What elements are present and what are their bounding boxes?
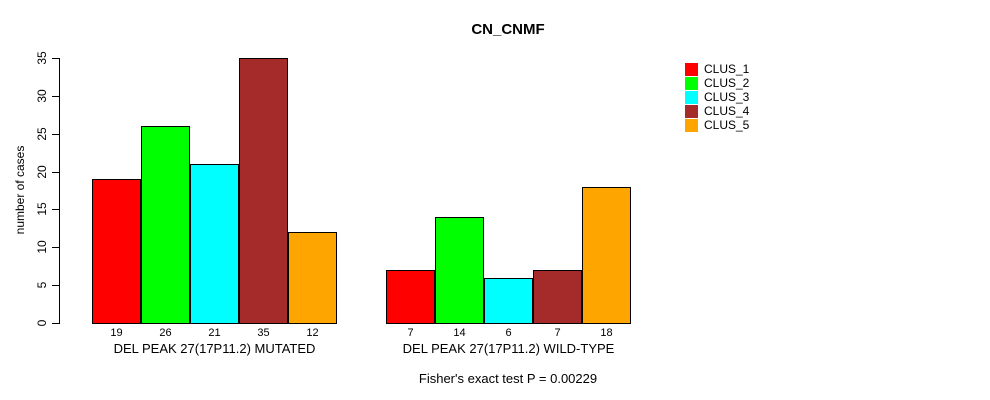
legend-label: CLUS_4 xyxy=(704,104,750,118)
legend-label: CLUS_2 xyxy=(704,76,750,90)
bar-value-label: 19 xyxy=(110,327,123,339)
fisher-test-annotation: Fisher's exact test P = 0.00229 xyxy=(418,371,598,386)
legend-swatch xyxy=(685,62,698,76)
y-axis-label: number of cases xyxy=(13,145,27,235)
bar-value-label: 7 xyxy=(554,327,561,339)
y-tick xyxy=(52,171,59,173)
bar-value-label: 21 xyxy=(208,327,221,339)
y-tick xyxy=(52,209,59,211)
y-tick xyxy=(52,285,59,287)
bar-value-label: 7 xyxy=(407,327,414,339)
group-label: DEL PEAK 27(17P11.2) WILD-TYPE xyxy=(402,341,615,356)
bar-value-label: 35 xyxy=(257,327,270,339)
legend-row: CLUS_4 xyxy=(685,104,749,118)
bar-value-label: 6 xyxy=(505,327,512,339)
bar xyxy=(141,126,190,324)
legend-row: CLUS_2 xyxy=(685,76,749,90)
bar xyxy=(239,58,288,324)
legend-row: CLUS_3 xyxy=(685,90,749,104)
bar xyxy=(92,179,141,324)
bar xyxy=(435,217,484,324)
bar xyxy=(484,277,533,324)
legend-label: CLUS_5 xyxy=(704,118,750,132)
bar xyxy=(386,270,435,324)
bar xyxy=(582,186,631,324)
y-tick xyxy=(52,58,59,59)
y-tick-label: 35 xyxy=(35,51,49,65)
bar-value-label: 14 xyxy=(453,327,466,339)
y-tick-label: 20 xyxy=(35,164,49,179)
legend-swatch xyxy=(685,104,698,118)
legend-label: CLUS_3 xyxy=(704,90,750,104)
bar xyxy=(190,164,239,324)
legend-swatch xyxy=(685,118,698,132)
legend-swatch xyxy=(685,76,698,90)
bar-value-label: 18 xyxy=(600,327,613,339)
bar-value-label: 26 xyxy=(159,327,172,339)
y-tick-label: 10 xyxy=(35,240,49,254)
y-tick-label: 0 xyxy=(35,319,49,327)
bar-value-label: 12 xyxy=(306,327,319,339)
y-tick xyxy=(52,323,59,324)
bar xyxy=(288,232,337,324)
y-tick-label: 5 xyxy=(35,281,49,289)
bar xyxy=(533,270,582,324)
y-tick xyxy=(52,133,59,135)
y-tick xyxy=(52,95,59,97)
legend-swatch xyxy=(685,90,698,104)
y-tick xyxy=(52,247,59,249)
y-tick-label: 15 xyxy=(35,202,49,217)
chart-title: CN_CNMF xyxy=(471,21,545,38)
y-axis-line xyxy=(59,58,60,324)
legend-label: CLUS_1 xyxy=(704,62,750,76)
legend-row: CLUS_5 xyxy=(685,118,749,132)
y-tick-label: 25 xyxy=(35,127,49,141)
legend: CLUS_1 CLUS_2 CLUS_3 CLUS_4 CLUS_5 xyxy=(685,62,749,132)
y-tick-label: 30 xyxy=(35,89,49,103)
legend-row: CLUS_1 xyxy=(685,62,749,76)
group-label: DEL PEAK 27(17P11.2) MUTATED xyxy=(113,341,316,356)
